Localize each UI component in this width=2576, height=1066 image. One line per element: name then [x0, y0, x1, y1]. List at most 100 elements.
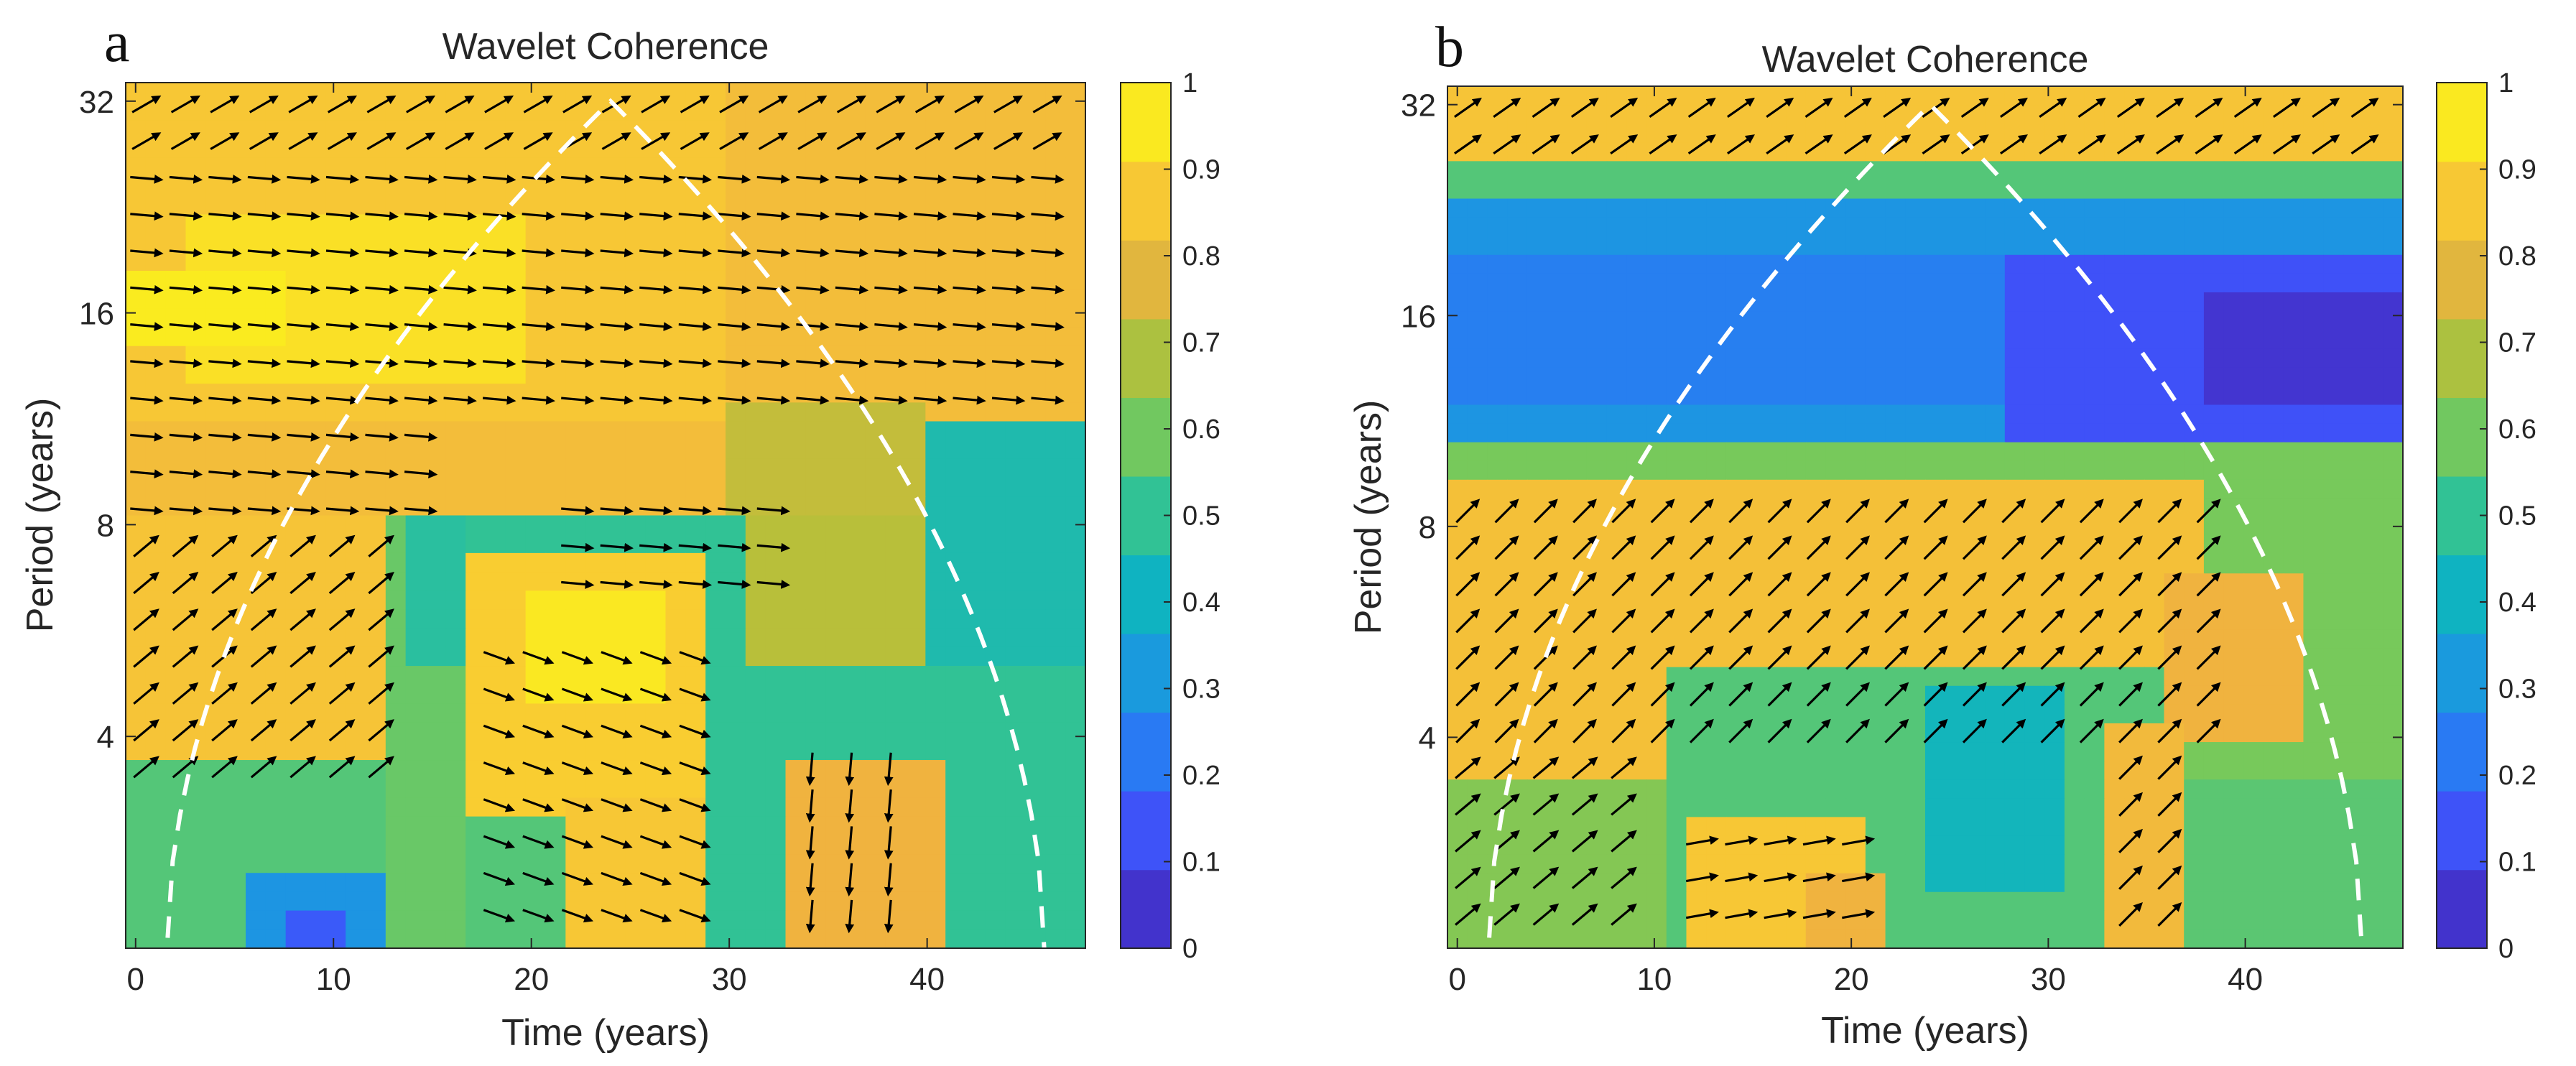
phase-arrow — [368, 756, 394, 779]
heatmap-cell — [1547, 273, 1568, 293]
heatmap-cell — [765, 609, 787, 629]
heatmap-cell — [145, 478, 167, 498]
colorbar-segment — [1121, 397, 1171, 477]
phase-arrow — [130, 248, 164, 258]
heatmap-cell — [1686, 798, 1708, 818]
heatmap-cell — [2064, 891, 2085, 912]
phase-arrow — [1031, 358, 1065, 369]
heatmap-cell — [2323, 798, 2344, 818]
heatmap-cell — [885, 251, 907, 272]
heatmap-cell — [745, 891, 766, 912]
heatmap-cell — [2303, 929, 2325, 948]
heatmap-cell — [1725, 124, 1747, 144]
heatmap-cell — [925, 478, 947, 498]
phase-arrow — [756, 175, 791, 184]
heatmap-cell — [2084, 873, 2105, 893]
heatmap-cell — [2264, 779, 2284, 800]
heatmap-cell — [1725, 629, 1747, 649]
heatmap-cell — [1905, 742, 1926, 762]
heatmap-cell — [405, 421, 427, 441]
heatmap-cell — [185, 628, 207, 648]
heatmap-cell — [2044, 423, 2065, 443]
heatmap-cell — [2084, 311, 2105, 331]
heatmap-cell — [2223, 423, 2245, 443]
heatmap-cell — [865, 572, 886, 592]
heatmap-cell — [2064, 779, 2085, 800]
heatmap-cell — [945, 195, 966, 215]
heatmap-cell — [1825, 667, 1847, 687]
heatmap-cell — [985, 854, 1006, 874]
heatmap-cell — [1925, 292, 1946, 312]
heatmap-cell — [1985, 742, 2006, 762]
heatmap-cell — [606, 195, 626, 215]
phase-arrow — [404, 506, 438, 516]
heatmap-cell — [2383, 386, 2403, 406]
heatmap-cell — [2323, 217, 2344, 237]
heatmap-cell — [985, 440, 1006, 460]
heatmap-cell — [645, 157, 667, 177]
heatmap-cell — [145, 120, 167, 140]
heatmap-cell — [865, 816, 886, 836]
heatmap-cell — [565, 590, 587, 611]
heatmap-cell — [1487, 573, 1509, 593]
heatmap-cell — [1526, 254, 1548, 274]
phase-arrow — [247, 395, 282, 405]
phase-arrow — [913, 395, 948, 405]
phase-arrow — [289, 682, 316, 705]
heatmap-cell — [145, 873, 167, 893]
heatmap-cell — [785, 458, 807, 479]
heatmap-cell — [2064, 348, 2085, 369]
heatmap-cell — [2144, 198, 2165, 218]
heatmap-cell — [685, 195, 707, 215]
heatmap-cell — [1786, 629, 1807, 649]
heatmap-cell — [2144, 573, 2165, 593]
heatmap-cell — [945, 251, 966, 272]
heatmap-cell — [2283, 442, 2304, 462]
phase-arrow — [601, 132, 631, 150]
heatmap-cell — [545, 666, 567, 686]
heatmap-cell — [865, 609, 886, 629]
heatmap-cell — [1586, 742, 1608, 762]
heatmap-cell — [2104, 180, 2125, 200]
phase-arrow — [131, 96, 162, 113]
heatmap-cell — [1586, 367, 1608, 387]
heatmap-cell — [645, 402, 667, 422]
heatmap-cell — [1805, 629, 1827, 649]
heatmap-cell — [2264, 592, 2284, 612]
heatmap-cell — [785, 891, 807, 912]
heatmap-cell — [1825, 779, 1847, 800]
heatmap-cell — [565, 929, 587, 948]
heatmap-cell — [2144, 498, 2165, 518]
heatmap-cell — [2124, 460, 2145, 481]
heatmap-cell — [1626, 555, 1647, 575]
heatmap-cell — [1606, 854, 1628, 874]
heatmap-cell — [425, 929, 447, 948]
phase-arrow — [287, 284, 320, 295]
heatmap-cell — [1766, 648, 1787, 668]
heatmap-cell — [385, 779, 407, 799]
heatmap-cell — [2044, 723, 2065, 743]
phase-arrow — [208, 248, 242, 258]
heatmap-cell — [325, 440, 347, 460]
heatmap-cell — [845, 685, 866, 705]
heatmap-cell — [246, 176, 267, 197]
heatmap-cell — [1805, 292, 1827, 312]
heatmap-cell — [2264, 330, 2284, 350]
heatmap-cell — [226, 478, 246, 498]
heatmap-cell — [1825, 273, 1847, 293]
heatmap-cell — [2124, 704, 2145, 724]
heatmap-cell — [486, 402, 506, 422]
heatmap-cell — [1045, 534, 1067, 554]
heatmap-cell — [2044, 779, 2065, 800]
heatmap-cell — [2044, 479, 2065, 499]
heatmap-cell — [1905, 236, 1926, 256]
heatmap-cell — [1447, 479, 1468, 499]
heatmap-cell — [1686, 124, 1708, 144]
heatmap-cell — [346, 515, 366, 535]
heatmap-cell — [745, 289, 766, 310]
heatmap-cell — [1746, 311, 1767, 331]
heatmap-cell — [425, 552, 447, 573]
heatmap-cell — [265, 910, 287, 930]
heatmap-cell — [1925, 217, 1946, 237]
heatmap-cell — [2124, 217, 2145, 237]
